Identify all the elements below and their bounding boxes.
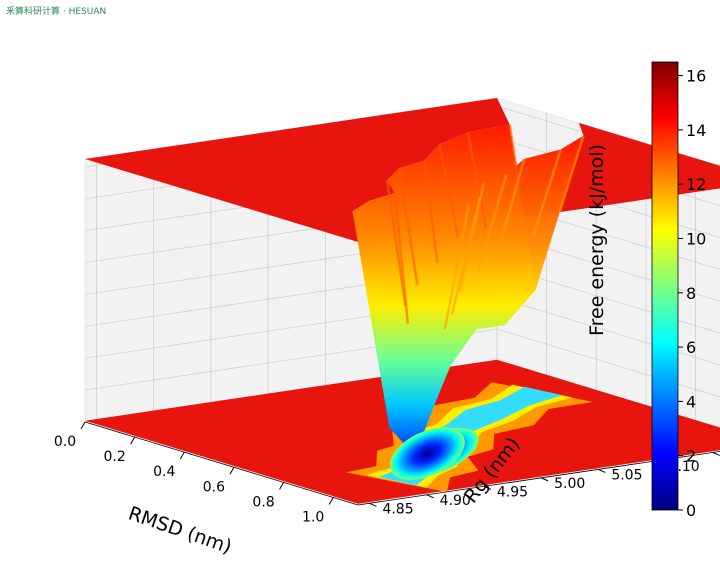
y-tick-label: 4.90 [440, 493, 471, 509]
x-tick-label: 0.6 [203, 479, 225, 495]
x-tick-label: 0.2 [104, 449, 126, 465]
colorbar-tick-label: 8 [686, 284, 696, 303]
colorbar-tick-label: 6 [686, 338, 696, 357]
colorbar-tick-label: 4 [686, 392, 696, 411]
x-axis-label: RMSD (nm) [125, 502, 234, 558]
colorbar-tick-label: 10 [686, 229, 706, 248]
x-tick-label: 0.4 [153, 464, 175, 480]
colorbar-tick-label: 2 [686, 447, 696, 466]
y-tick-label: 4.95 [497, 484, 528, 500]
colorbar-tick-label: 12 [686, 175, 706, 194]
x-axis-ticks: 0.0 0.2 0.4 0.6 0.8 1.0 [54, 421, 359, 525]
x-tick-label: 0.8 [252, 494, 274, 510]
surface-global-minimum [389, 427, 465, 480]
colorbar-tick-label: 14 [686, 121, 706, 140]
z-axis-label: Free energy (kJ/mol) [586, 144, 608, 336]
y-tick-label: 4.85 [382, 501, 413, 517]
x-tick-label: 1.0 [302, 509, 324, 525]
surface-plateau-left [85, 98, 510, 242]
x-tick-label: 0.0 [54, 434, 76, 450]
colorbar-tick-label: 16 [686, 67, 706, 86]
colorbar-ticks: 0 2 4 6 8 10 12 14 16 [678, 67, 706, 520]
surface-valley-wall-front [352, 124, 536, 455]
y-tick-label: 5.00 [554, 476, 585, 492]
colorbar-tick-label: 0 [686, 501, 696, 520]
colorbar [651, 61, 679, 511]
y-tick-label: 5.05 [611, 467, 642, 483]
watermark-text: 釆算科研计算 · HESUAN [6, 7, 107, 17]
free-energy-surface [85, 98, 720, 480]
